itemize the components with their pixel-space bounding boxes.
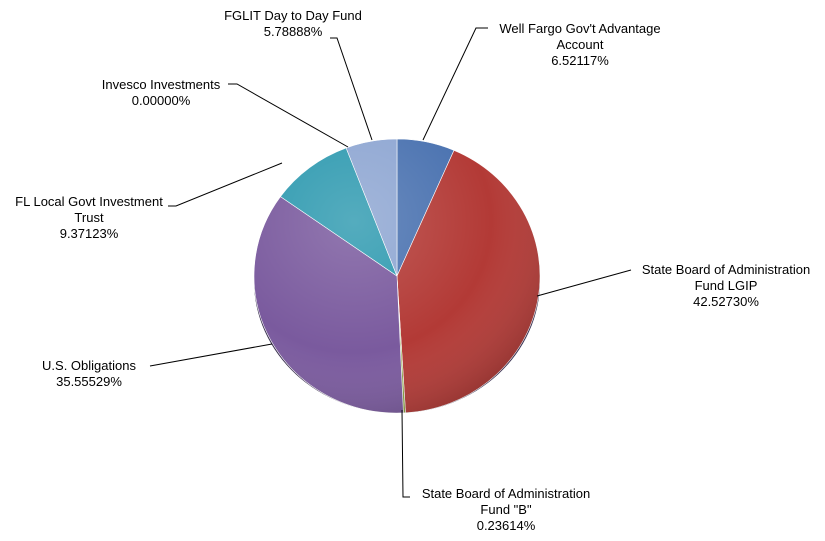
slice-name-line: U.S. Obligations — [42, 358, 136, 373]
leader-line — [168, 162, 283, 207]
leader-line — [401, 409, 410, 498]
slice-name-line: State Board of Administration — [421, 486, 591, 501]
slice-percent: 6.52117% — [551, 53, 609, 68]
leader-line — [149, 343, 273, 367]
slice-percent: 9.37123% — [59, 226, 119, 241]
slice-percent: 5.78888% — [263, 24, 323, 39]
slice-label-sba-fund-b: State Board of Administration Fund "B" 0… — [406, 486, 606, 534]
leader-line — [536, 269, 632, 297]
slice-name-line: FGLIT Day to Day Fund — [224, 8, 362, 23]
slice-percent: 42.52730% — [693, 294, 759, 309]
slice-percent: 0.23614% — [476, 518, 536, 533]
slice-name-line: Fund "B" — [480, 502, 532, 517]
slice-label-sba-lgip: State Board of Administration Fund LGIP … — [628, 262, 824, 310]
slice-name-line: Account — [556, 37, 604, 52]
slice-name-line: FL Local Govt Investment — [15, 194, 163, 209]
slice-name-line: State Board of Administration — [641, 262, 811, 277]
slice-label-invesco: Invesco Investments 0.00000% — [86, 77, 236, 109]
slice-label-fglit: FGLIT Day to Day Fund 5.78888% — [208, 8, 378, 40]
slice-name-line: Well Fargo Gov't Advantage — [499, 21, 661, 36]
slice-label-us-obligations: U.S. Obligations 35.55529% — [14, 358, 164, 390]
slice-label-fl-local-govt: FL Local Govt Investment Trust 9.37123% — [4, 194, 174, 242]
slice-label-wells-fargo: Well Fargo Gov't Advantage Account 6.521… — [470, 21, 690, 69]
slice-name-line: Fund LGIP — [694, 278, 758, 293]
slice-name-line: Trust — [74, 210, 104, 225]
slice-name-line: Invesco Investments — [101, 77, 221, 92]
slice-percent: 0.00000% — [131, 93, 191, 108]
leader-line — [228, 83, 349, 148]
slice-percent: 35.55529% — [56, 374, 122, 389]
leader-line — [330, 37, 373, 141]
leader-line — [422, 27, 488, 141]
